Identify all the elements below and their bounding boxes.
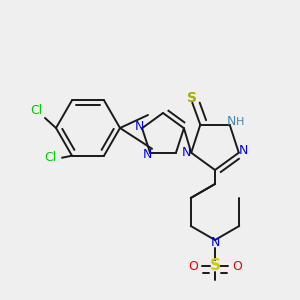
- Text: N: N: [239, 144, 248, 157]
- Text: S: S: [187, 91, 197, 105]
- Text: Cl: Cl: [44, 151, 56, 164]
- Text: H: H: [236, 117, 244, 127]
- Text: N: N: [210, 236, 220, 250]
- Text: S: S: [209, 259, 220, 274]
- Text: N: N: [134, 120, 144, 133]
- Text: O: O: [188, 260, 198, 272]
- Text: N: N: [182, 146, 191, 159]
- Text: Cl: Cl: [30, 103, 42, 116]
- Text: O: O: [232, 260, 242, 272]
- Text: N: N: [227, 115, 236, 128]
- Text: N: N: [142, 148, 152, 161]
